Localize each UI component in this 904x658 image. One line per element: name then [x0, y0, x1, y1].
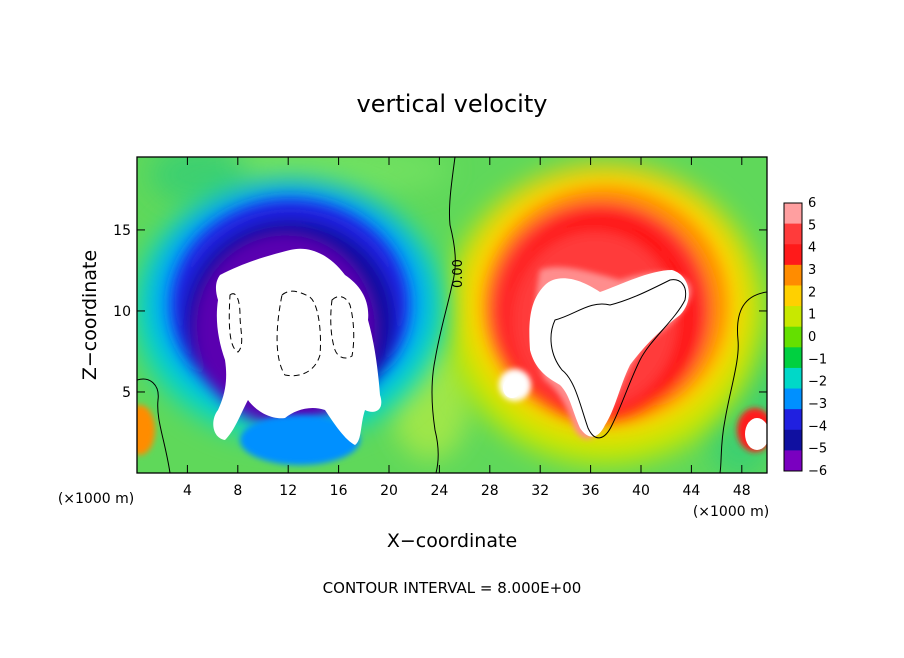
colorbar-label: 4 — [808, 241, 816, 256]
colorbar-swatch — [784, 367, 802, 390]
contour-interval-note: CONTOUR INTERVAL = 8.000E+00 — [323, 579, 582, 597]
updraft-core-edge — [745, 418, 767, 450]
colorbar-swatch — [784, 203, 802, 225]
x-tick-label: 48 — [733, 483, 751, 499]
colorbar-label: 3 — [808, 263, 816, 278]
plot-frame — [136, 156, 768, 474]
x-tick-label: 12 — [279, 483, 297, 499]
z-unit-label: (×1000 m) — [58, 491, 134, 507]
downdraft-core — [213, 248, 382, 445]
colorbar-swatch — [784, 223, 802, 245]
updraft-region — [445, 165, 767, 465]
colorbar-label: −3 — [808, 397, 827, 412]
y-axis-title: Z−coordinate — [79, 250, 101, 380]
colorbar-swatch — [784, 285, 802, 307]
colorbar-swatch — [784, 450, 802, 472]
x-axis: 4 8 12 16 20 24 28 32 36 40 44 48 — [183, 157, 751, 499]
x-tick-label: 44 — [682, 483, 700, 499]
y-tick-label: 15 — [113, 223, 131, 239]
colorbar-swatch — [784, 244, 802, 266]
x-tick-label: 8 — [233, 483, 242, 499]
x-unit-label: (×1000 m) — [693, 504, 769, 520]
x-axis-title: X−coordinate — [387, 530, 517, 552]
zero-contour-edge-left — [137, 378, 171, 473]
colorbar-swatch — [784, 347, 802, 369]
plot-area: 0.00 — [137, 157, 767, 473]
colorbar-swatch — [784, 326, 802, 348]
colorbar-swatch — [784, 388, 802, 410]
x-tick-label: 16 — [330, 483, 348, 499]
negative-contour-a — [228, 293, 243, 353]
colorbar-swatch — [784, 409, 802, 431]
x-tick-label: 40 — [632, 483, 650, 499]
colorbar-swatch — [784, 306, 802, 328]
y-tick-label: 5 — [122, 385, 131, 401]
colorbar-label: 2 — [808, 285, 816, 300]
x-tick-label: 36 — [582, 483, 600, 499]
colorbar-label: −1 — [808, 352, 827, 367]
zero-contour-edge-right — [719, 291, 767, 473]
x-tick-label: 20 — [380, 483, 398, 499]
colorbar-swatch — [784, 264, 802, 286]
colorbar-frame — [783, 202, 803, 472]
y-tick-label: 10 — [113, 304, 131, 320]
colorbar-swatch — [784, 429, 802, 451]
x-tick-label: 4 — [183, 483, 192, 499]
colorbar-label: 6 — [808, 196, 816, 211]
colorbar: 6 5 4 3 2 1 0 −1 −2 −3 −4 −5 −6 — [783, 196, 827, 479]
colorbar-label: 5 — [808, 218, 816, 233]
x-tick-label: 28 — [481, 483, 499, 499]
colorbar-label: 0 — [808, 330, 816, 345]
colorbar-label: −2 — [808, 375, 827, 390]
downdraft-region — [137, 180, 445, 465]
x-tick-label: 32 — [531, 483, 549, 499]
chart-title: vertical velocity — [357, 90, 548, 118]
negative-contour-c — [330, 296, 355, 359]
x-tick-label: 24 — [430, 483, 448, 499]
colorbar-label: −4 — [808, 419, 827, 434]
contour-lines — [137, 157, 767, 473]
positive-contour — [550, 279, 687, 439]
colorbar-label: −5 — [808, 442, 827, 457]
updraft-core — [529, 270, 689, 437]
zero-contour-line — [431, 157, 456, 473]
updraft-core-small — [503, 378, 521, 398]
y-axis: 5 10 15 — [113, 223, 767, 401]
colorbar-label: 1 — [808, 308, 816, 323]
contour-label: 0.00 — [451, 259, 466, 288]
colorbar-label: −6 — [808, 464, 827, 479]
negative-contour-b — [276, 290, 321, 377]
